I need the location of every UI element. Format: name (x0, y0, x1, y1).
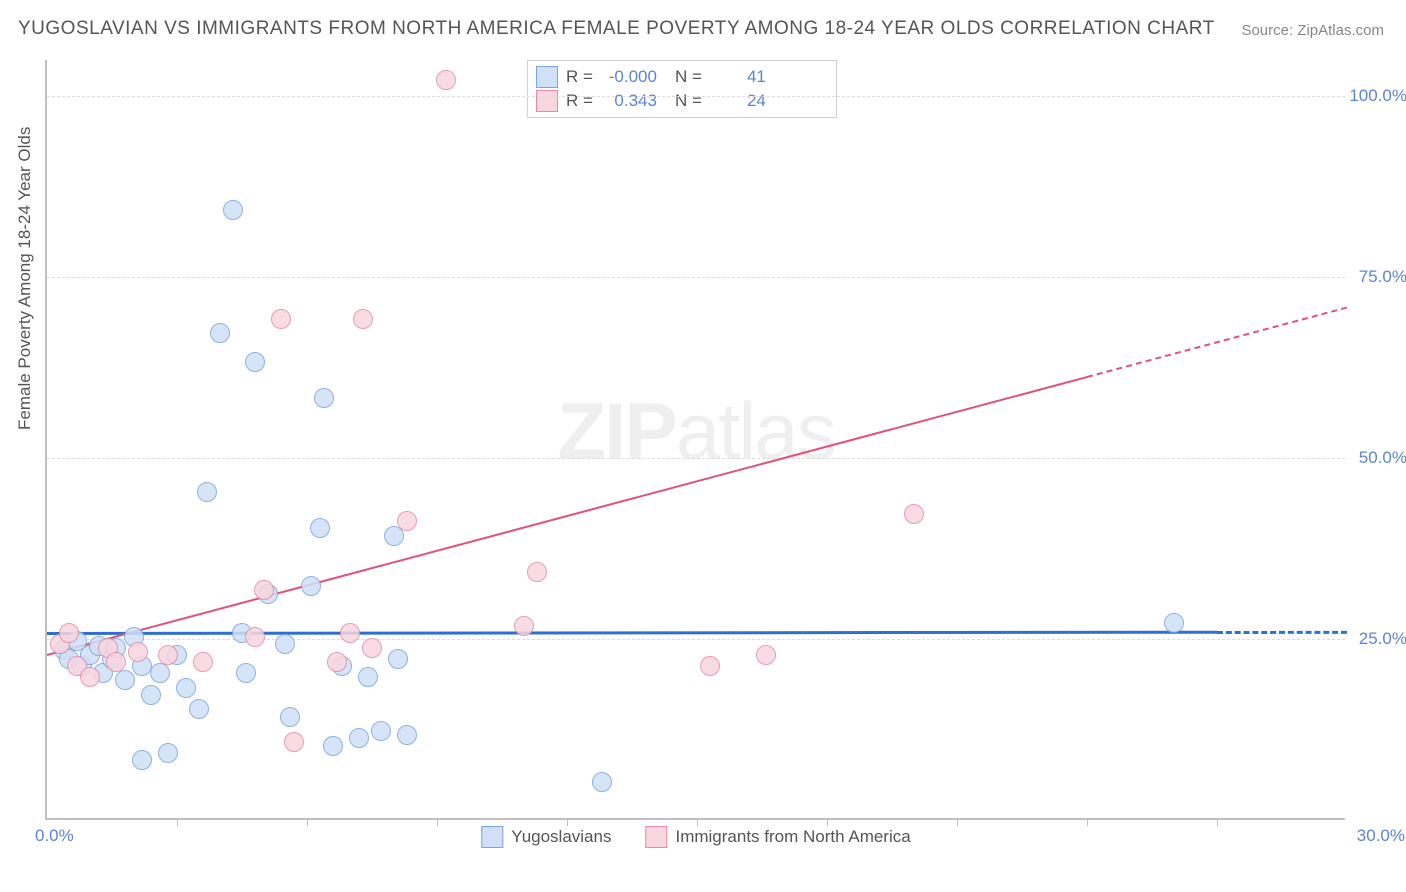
legend-item: Yugoslavians (481, 826, 611, 848)
data-point (236, 663, 256, 683)
trendline (47, 376, 1088, 656)
data-point (280, 707, 300, 727)
data-point (349, 728, 369, 748)
data-point (189, 699, 209, 719)
data-point (1164, 613, 1184, 633)
gridline (47, 458, 1345, 459)
y-tick-label: 75.0% (1359, 267, 1406, 287)
legend-r-value: 0.343 (601, 91, 657, 111)
data-point (128, 642, 148, 662)
data-point (245, 627, 265, 647)
legend-label: Immigrants from North America (675, 827, 910, 847)
y-tick-label: 100.0% (1349, 86, 1406, 106)
gridline (47, 96, 1345, 97)
data-point (254, 580, 274, 600)
data-point (700, 656, 720, 676)
correlation-legend: R = -0.000 N = 41 R = 0.343 N = 24 (527, 60, 837, 118)
data-point (340, 623, 360, 643)
x-tick (437, 818, 438, 826)
data-point (245, 352, 265, 372)
data-point (756, 645, 776, 665)
data-point (271, 309, 291, 329)
gridline (47, 277, 1345, 278)
legend-swatch (536, 66, 558, 88)
data-point (314, 388, 334, 408)
data-point (141, 685, 161, 705)
legend-label: Yugoslavians (511, 827, 611, 847)
data-point (397, 725, 417, 745)
x-axis-min-label: 0.0% (35, 826, 74, 846)
watermark: ZIPatlas (557, 386, 834, 478)
x-tick (957, 818, 958, 826)
data-point (106, 652, 126, 672)
data-point (80, 667, 100, 687)
data-point (59, 623, 79, 643)
legend-r-label: R = (566, 91, 593, 111)
data-point (301, 576, 321, 596)
legend-swatch (481, 826, 503, 848)
trendline (1087, 306, 1348, 377)
data-point (327, 652, 347, 672)
data-point (176, 678, 196, 698)
trendline (1217, 630, 1347, 633)
data-point (388, 649, 408, 669)
x-axis-max-label: 30.0% (1357, 826, 1405, 846)
x-tick (177, 818, 178, 826)
data-point (362, 638, 382, 658)
x-tick (827, 818, 828, 826)
legend-swatch (536, 90, 558, 112)
data-point (210, 323, 230, 343)
legend-row-series-0: R = -0.000 N = 41 (536, 65, 828, 89)
source-label: Source: ZipAtlas.com (1241, 22, 1384, 39)
data-point (514, 616, 534, 636)
legend-n-label: N = (675, 67, 702, 87)
legend-r-label: R = (566, 67, 593, 87)
y-tick-label: 25.0% (1359, 629, 1406, 649)
data-point (436, 70, 456, 90)
x-tick (1087, 818, 1088, 826)
legend-r-value: -0.000 (601, 67, 657, 87)
data-point (132, 750, 152, 770)
y-tick-label: 50.0% (1359, 448, 1406, 468)
data-point (275, 634, 295, 654)
data-point (310, 518, 330, 538)
data-point (904, 504, 924, 524)
legend-n-label: N = (675, 91, 702, 111)
data-point (284, 732, 304, 752)
data-point (353, 309, 373, 329)
data-point (397, 511, 417, 531)
chart-title: YUGOSLAVIAN VS IMMIGRANTS FROM NORTH AME… (18, 18, 1215, 40)
y-axis-label: Female Poverty Among 18-24 Year Olds (15, 127, 35, 430)
data-point (150, 663, 170, 683)
data-point (197, 482, 217, 502)
legend-item: Immigrants from North America (645, 826, 910, 848)
data-point (223, 200, 243, 220)
x-tick (567, 818, 568, 826)
data-point (592, 772, 612, 792)
data-point (371, 721, 391, 741)
scatter-plot: ZIPatlas R = -0.000 N = 41 R = 0.343 N =… (45, 60, 1345, 820)
legend-row-series-1: R = 0.343 N = 24 (536, 89, 828, 113)
legend-swatch (645, 826, 667, 848)
data-point (115, 670, 135, 690)
x-tick (1217, 818, 1218, 826)
x-tick (697, 818, 698, 826)
data-point (193, 652, 213, 672)
data-point (527, 562, 547, 582)
data-point (158, 743, 178, 763)
legend-n-value: 24 (710, 91, 766, 111)
x-tick (307, 818, 308, 826)
data-point (158, 645, 178, 665)
legend-n-value: 41 (710, 67, 766, 87)
data-point (323, 736, 343, 756)
series-legend: Yugoslavians Immigrants from North Ameri… (481, 826, 910, 848)
trendline (47, 630, 1217, 634)
data-point (358, 667, 378, 687)
